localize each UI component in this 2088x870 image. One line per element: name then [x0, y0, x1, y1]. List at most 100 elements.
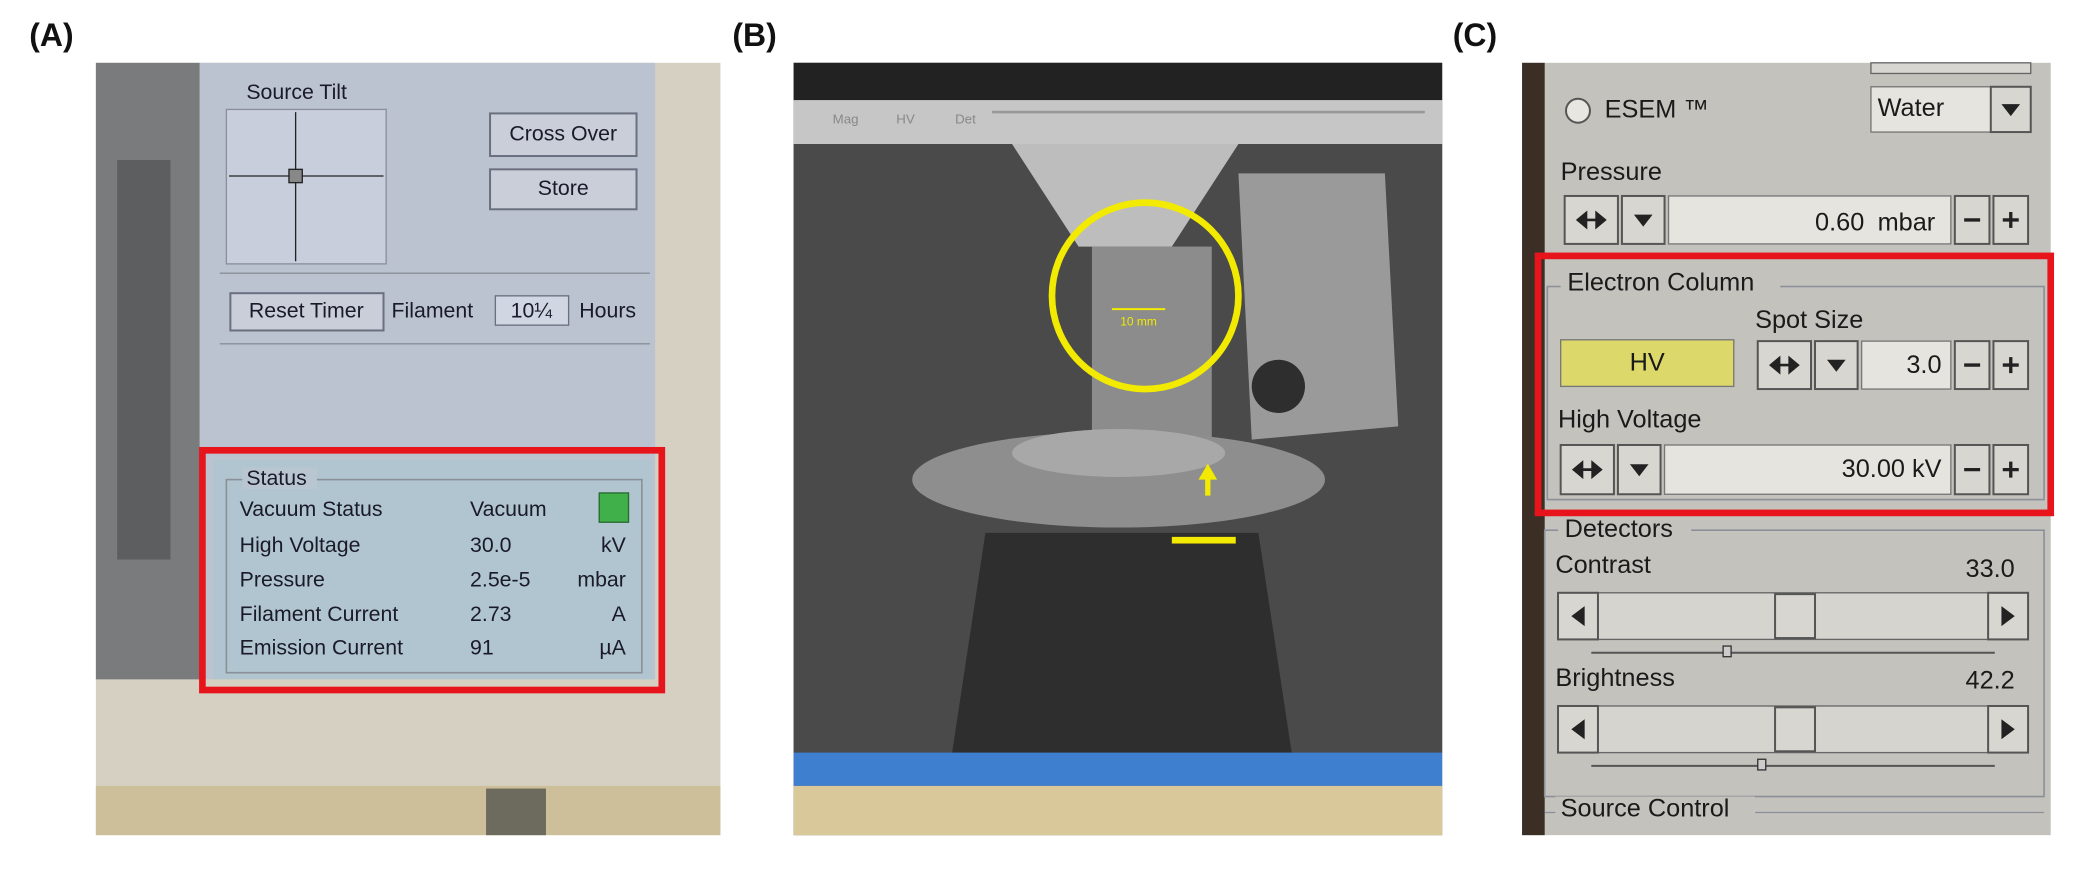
panel-label: (A): [29, 17, 73, 53]
brightness-value: 42.2: [1966, 667, 2015, 695]
panel-c: ESEM ™ Water Pressure 0.60 mbar Electron…: [1522, 62, 2055, 836]
control: [1870, 62, 2032, 75]
stage-column: [1091, 246, 1212, 447]
spot-size-value: 3.0: [1906, 351, 1941, 379]
brightness-label: Brightness: [1555, 664, 1675, 692]
tilt-box: [225, 108, 387, 265]
vacuum-indicator: [598, 492, 630, 523]
plus-icon: [2002, 461, 2019, 478]
header-strip: [793, 100, 1443, 145]
control-row: [1563, 194, 2030, 245]
swap-icon: [1575, 210, 1607, 230]
button-label: Reset Timer: [249, 298, 364, 322]
panel-label: (C): [1453, 17, 1497, 53]
header-label: Det: [955, 112, 976, 127]
filament-hours: 10¼: [511, 298, 553, 322]
store-button: [489, 168, 638, 211]
desk: [793, 785, 1443, 836]
slider-thumb: [1774, 593, 1817, 640]
high-voltage-label: High Voltage: [1558, 406, 1701, 434]
status-value: 91: [470, 635, 494, 659]
hv-button: [1560, 339, 1735, 388]
highlight-circle: [1048, 199, 1242, 393]
tilt-handle: [288, 168, 303, 184]
pressure-label: Pressure: [1561, 158, 1662, 186]
desk: [95, 785, 721, 836]
plus-icon: [2002, 211, 2019, 228]
taskbar: [793, 752, 1443, 786]
status-name: Filament Current: [240, 602, 399, 626]
status-name: Pressure: [240, 567, 325, 591]
status-unit: µA: [599, 635, 626, 659]
button-label: Store: [538, 176, 589, 200]
group-label-bg: [242, 467, 317, 489]
status-value: 2.5e-5: [470, 567, 530, 591]
scale-marker: [1757, 758, 1767, 771]
mode-label: ESEM ™: [1605, 95, 1709, 123]
cross-over-button: [489, 112, 638, 158]
status-name: Vacuum Status: [240, 497, 383, 521]
pressure-unit: mbar: [1878, 209, 1936, 237]
hours-field: [494, 295, 570, 326]
panel-a: Source Tilt Cross Over Store Reset Timer…: [95, 62, 721, 836]
electron-column-title: Electron Column: [1567, 269, 1754, 297]
swap-icon: [1768, 355, 1800, 375]
status-unit: A: [612, 602, 627, 626]
swap-icon: [1571, 460, 1603, 480]
slider-left-arrow: [1571, 719, 1585, 740]
group-label-bg: [1555, 796, 1756, 826]
port: [1251, 359, 1305, 414]
slider: [1557, 591, 2030, 658]
status-rows: Vacuum Status Vacuum High Voltage 30.0 kV Pre…: [240, 497, 627, 659]
button-label: Cross Over: [509, 121, 617, 145]
status-value: 2.73: [470, 602, 511, 626]
slider-left-arrow: [1571, 606, 1585, 627]
arrow: [1198, 463, 1218, 496]
value-field: [1663, 444, 1952, 495]
gas-dropdown: [1870, 86, 1992, 133]
electron-column-group: [1546, 285, 2045, 501]
hours-label: Hours: [579, 298, 636, 322]
marker: [1171, 536, 1236, 544]
contrast-value: 33.0: [1966, 555, 2015, 583]
dropdown-arrow: [2001, 104, 2021, 117]
detectors-group: [1543, 529, 2045, 798]
dropdown-arrow: [1629, 464, 1649, 477]
value-field: [1860, 340, 1952, 390]
top-bar: [793, 62, 1443, 101]
status-group: [225, 478, 643, 674]
sample-holder: [1012, 429, 1226, 477]
desk-object: [486, 788, 546, 836]
plus-icon: [2002, 357, 2019, 374]
hv-button-label: HV: [1630, 348, 1665, 376]
status-name: Emission Current: [240, 635, 403, 659]
status-value: 30.0: [470, 533, 512, 557]
scale-label: 10 mm: [1120, 315, 1157, 329]
highlight-box: [1534, 252, 2055, 517]
detectors-title: Detectors: [1565, 515, 1673, 543]
slider-right-arrow: [2001, 606, 2015, 627]
dropdown-arrow: [1827, 359, 1846, 372]
dropdown-arrow: [1633, 214, 1653, 227]
pressure-value: 0.60: [1815, 209, 1864, 237]
slider-right-arrow: [2001, 719, 2015, 740]
header-label: Mag: [833, 112, 859, 127]
panel-b: Mag HV Det 10 mm: [793, 62, 1443, 836]
status-title: Status: [246, 466, 306, 490]
gas-value: Water: [1878, 94, 1945, 122]
scale-marker: [1722, 645, 1732, 658]
control-row: [1756, 340, 2030, 391]
slider-thumb: [1774, 706, 1817, 753]
filament-label: Filament: [392, 298, 474, 322]
spot-size-label: Spot Size: [1755, 306, 1863, 334]
source-tilt-label: Source Tilt: [246, 80, 347, 104]
reset-timer-button: [229, 292, 385, 332]
value-field: [1667, 195, 1952, 245]
header-label: HV: [896, 112, 915, 127]
source-control-title: Source Control: [1561, 795, 1730, 823]
image-shadow: [117, 160, 171, 560]
status-unit: kV: [601, 533, 627, 557]
radio-button: [1565, 97, 1591, 124]
base-cone: [952, 532, 1292, 753]
